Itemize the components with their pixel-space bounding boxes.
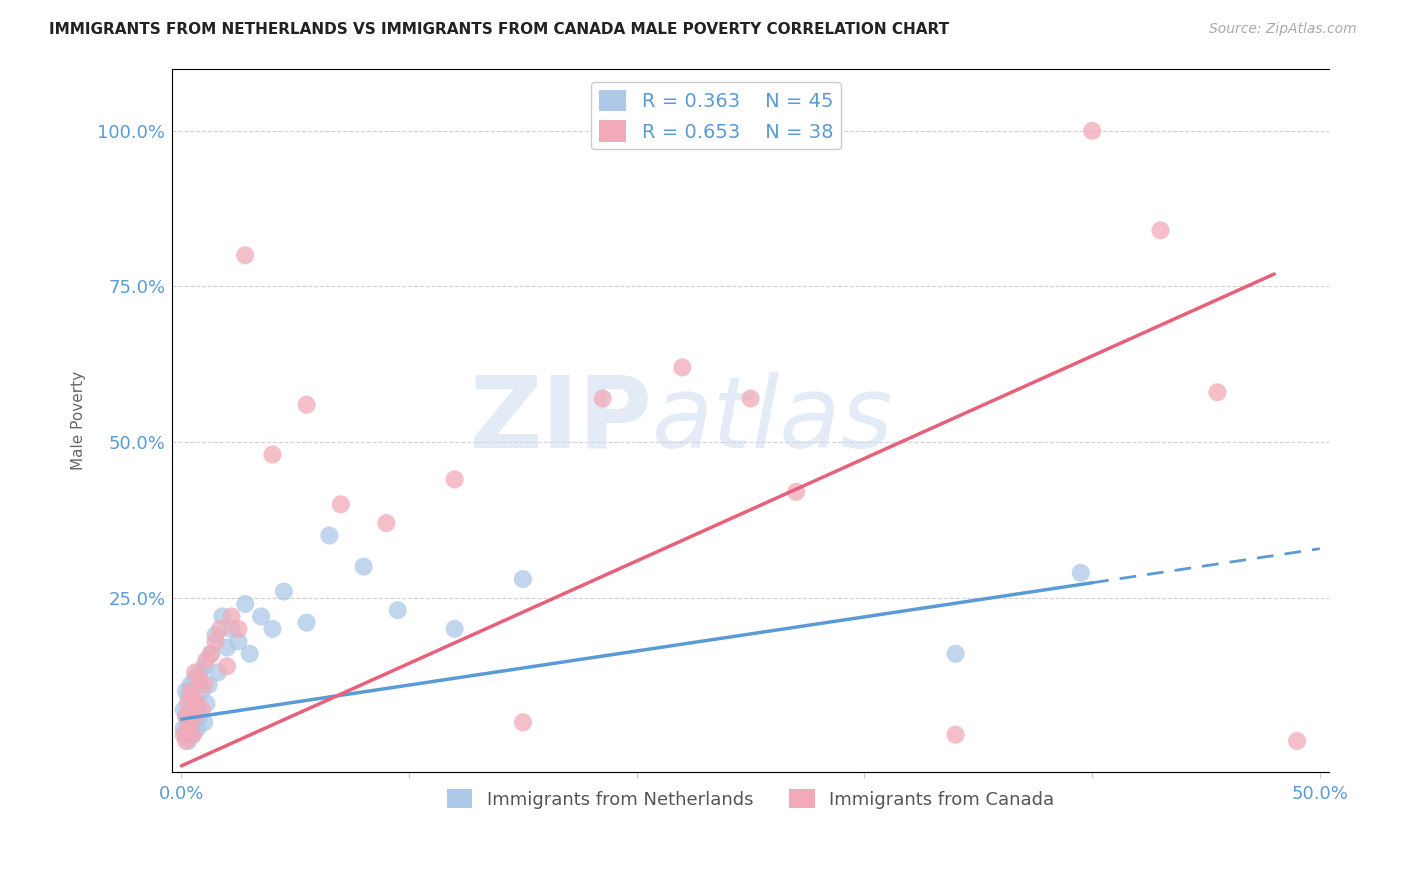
- Point: [177, 697, 200, 711]
- Point: [191, 703, 214, 717]
- Text: ZIP: ZIP: [470, 372, 652, 469]
- Point: [200, 647, 222, 661]
- Point: [195, 653, 218, 667]
- Point: [233, 248, 256, 262]
- Point: [211, 609, 233, 624]
- Point: [181, 690, 204, 705]
- Point: [173, 703, 195, 717]
- Point: [195, 697, 218, 711]
- Point: [179, 703, 201, 717]
- Point: [295, 398, 318, 412]
- Point: [186, 722, 208, 736]
- Point: [188, 665, 211, 680]
- Point: [443, 622, 465, 636]
- Point: [179, 678, 201, 692]
- Point: [204, 634, 226, 648]
- Point: [174, 734, 197, 748]
- Point: [387, 603, 409, 617]
- Point: [1081, 124, 1104, 138]
- Point: [184, 715, 207, 730]
- Point: [177, 722, 200, 736]
- Point: [740, 392, 762, 406]
- Point: [945, 728, 967, 742]
- Point: [375, 516, 398, 530]
- Point: [197, 678, 219, 692]
- Point: [191, 684, 214, 698]
- Point: [1286, 734, 1309, 748]
- Point: [945, 647, 967, 661]
- Point: [1206, 385, 1229, 400]
- Point: [181, 728, 204, 742]
- Point: [193, 659, 215, 673]
- Point: [318, 528, 340, 542]
- Point: [188, 672, 211, 686]
- Point: [233, 597, 256, 611]
- Point: [295, 615, 318, 630]
- Point: [221, 609, 243, 624]
- Point: [193, 678, 215, 692]
- Point: [512, 715, 534, 730]
- Point: [204, 628, 226, 642]
- Point: [221, 622, 243, 636]
- Point: [228, 622, 250, 636]
- Point: [173, 728, 195, 742]
- Point: [209, 622, 232, 636]
- Point: [174, 684, 197, 698]
- Text: atlas: atlas: [652, 372, 894, 469]
- Point: [215, 659, 238, 673]
- Point: [262, 448, 284, 462]
- Point: [184, 665, 207, 680]
- Point: [174, 709, 197, 723]
- Point: [186, 697, 208, 711]
- Point: [512, 572, 534, 586]
- Point: [177, 690, 200, 705]
- Point: [193, 715, 215, 730]
- Point: [186, 697, 208, 711]
- Point: [177, 715, 200, 730]
- Point: [179, 684, 201, 698]
- Point: [592, 392, 614, 406]
- Point: [671, 360, 693, 375]
- Point: [1149, 223, 1171, 237]
- Point: [184, 672, 207, 686]
- Point: [179, 715, 201, 730]
- Point: [262, 622, 284, 636]
- Point: [174, 709, 197, 723]
- Point: [250, 609, 273, 624]
- Text: IMMIGRANTS FROM NETHERLANDS VS IMMIGRANTS FROM CANADA MALE POVERTY CORRELATION C: IMMIGRANTS FROM NETHERLANDS VS IMMIGRANT…: [49, 22, 949, 37]
- Point: [228, 634, 250, 648]
- Point: [353, 559, 375, 574]
- Point: [181, 728, 204, 742]
- Legend: Immigrants from Netherlands, Immigrants from Canada: Immigrants from Netherlands, Immigrants …: [440, 781, 1062, 816]
- Point: [239, 647, 262, 661]
- Text: Source: ZipAtlas.com: Source: ZipAtlas.com: [1209, 22, 1357, 37]
- Point: [173, 722, 195, 736]
- Point: [177, 734, 200, 748]
- Y-axis label: Male Poverty: Male Poverty: [72, 371, 86, 470]
- Point: [207, 665, 229, 680]
- Point: [200, 647, 222, 661]
- Point: [188, 709, 211, 723]
- Point: [1070, 566, 1092, 580]
- Point: [181, 709, 204, 723]
- Point: [179, 722, 201, 736]
- Point: [785, 484, 807, 499]
- Point: [181, 690, 204, 705]
- Point: [443, 472, 465, 486]
- Point: [174, 728, 197, 742]
- Point: [329, 497, 352, 511]
- Point: [184, 709, 207, 723]
- Point: [273, 584, 295, 599]
- Point: [215, 640, 238, 655]
